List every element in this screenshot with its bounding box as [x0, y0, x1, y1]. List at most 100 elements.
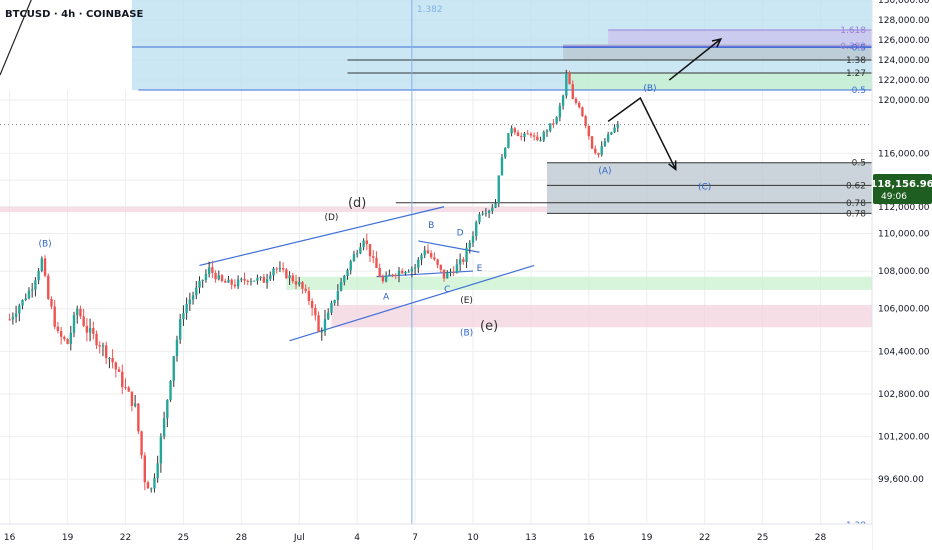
candle-body — [30, 289, 34, 291]
vertical-marker-label: 1.382 — [417, 5, 443, 15]
price-tick-label: 116,000.00 — [878, 149, 930, 159]
candle-body — [475, 222, 478, 237]
candle-body — [159, 436, 163, 464]
candle-body — [568, 72, 571, 85]
candle-body — [520, 136, 523, 138]
purple-extension-zone — [608, 30, 872, 49]
price-axis-background — [872, 0, 932, 550]
triangle-lower-trendline — [376, 270, 474, 278]
bearish-projection-arrow-head — [668, 160, 677, 171]
candle-body — [526, 133, 529, 135]
blue-zone-cover — [0, 0, 132, 91]
candle-body — [24, 298, 27, 300]
candle-body — [191, 295, 195, 300]
candle-body — [169, 380, 172, 400]
candle-body — [355, 253, 359, 255]
time-tick-label: 4 — [354, 533, 360, 543]
candle-body — [240, 278, 243, 280]
candle-body — [407, 271, 410, 273]
candle-body — [462, 259, 465, 262]
fib-level-label: 0.382 — [840, 42, 866, 52]
candle-body — [188, 299, 192, 304]
candle-body — [545, 130, 549, 133]
candle-body — [281, 268, 285, 270]
trendlines — [0, 0, 535, 342]
price-axis[interactable]: 130,000.00 128,000.00 126,000.00 124,000.00… — [871, 0, 932, 550]
fib-level-label: 0.5 — [852, 44, 866, 54]
time-tick-label: 19 — [641, 533, 653, 543]
candle-body — [172, 356, 175, 381]
time-tick-label: 28 — [236, 533, 248, 543]
candle-body — [330, 303, 333, 313]
price-tick-label: 101,200.00 — [878, 433, 930, 443]
candle-body — [133, 403, 137, 406]
candle-body — [130, 391, 134, 406]
time-tick-label: 19 — [62, 533, 74, 543]
candle-body — [124, 387, 127, 389]
wave-label: B — [428, 221, 434, 231]
candle-body — [597, 152, 600, 155]
pink-support-zone — [331, 304, 873, 328]
fib-level-label: 0.5 — [852, 159, 866, 169]
candle-body — [150, 488, 153, 490]
fib-level-label: 0.78 — [846, 199, 866, 209]
candle-body — [368, 244, 372, 257]
time-axis-background — [0, 524, 872, 550]
price-tick-label: 128,000.00 — [878, 16, 930, 26]
wave-label: D — [457, 228, 464, 238]
candle-body — [195, 287, 198, 296]
candle-body — [359, 247, 362, 254]
time-tick-label: 10 — [467, 533, 479, 543]
candle-body — [452, 271, 455, 274]
candle-body — [494, 203, 497, 208]
candle-body — [491, 207, 494, 211]
time-tick-label: 22 — [120, 533, 131, 543]
time-axis[interactable]: 16 19 22 25 28 Jul 4 7 10 13 16 19 22 25 28 — [0, 523, 872, 550]
candle-body — [265, 279, 269, 283]
candle-body — [481, 213, 484, 215]
candle-body — [327, 312, 330, 320]
candle-body — [503, 148, 507, 158]
candle-body — [204, 273, 208, 281]
candle-body — [465, 247, 468, 262]
bearish-projection-arrow — [607, 96, 677, 170]
candle-body — [217, 275, 221, 280]
wave-label: (e) — [480, 319, 498, 334]
time-tick-label: 25 — [178, 533, 189, 543]
candle-body — [88, 328, 92, 333]
gray-top-zone — [563, 44, 872, 61]
candle-body — [47, 275, 50, 299]
candle-body — [349, 261, 352, 271]
candle-body — [269, 275, 272, 280]
time-tick-label: Jul — [293, 533, 305, 543]
candle-body — [500, 157, 504, 176]
candle-body — [314, 307, 317, 316]
candle-body — [606, 134, 610, 142]
wave-label: (C) — [698, 182, 711, 192]
candle-body — [121, 371, 124, 388]
candle-body — [262, 276, 266, 283]
candle-body — [53, 306, 56, 327]
grid — [0, 0, 872, 524]
candle-body — [574, 98, 578, 103]
candle-body — [484, 213, 488, 215]
triangle-upper-trendline — [418, 240, 480, 253]
zones — [0, 0, 873, 328]
candle-body — [565, 72, 568, 96]
candle-body — [433, 257, 436, 260]
candle-body — [63, 336, 66, 339]
candle-body — [146, 482, 150, 489]
candle-body — [594, 148, 597, 153]
fib-level-label: 1.27 — [846, 69, 866, 79]
candle-body — [162, 418, 166, 437]
time-tick-label: 16 — [4, 533, 16, 543]
candle-body — [423, 250, 426, 256]
candle-body — [413, 267, 417, 269]
candle-body — [397, 270, 401, 276]
candle-body — [613, 127, 616, 133]
candle-body — [69, 332, 72, 344]
candle-body — [455, 264, 459, 274]
candle-body — [201, 280, 204, 282]
candle-body — [616, 124, 620, 128]
